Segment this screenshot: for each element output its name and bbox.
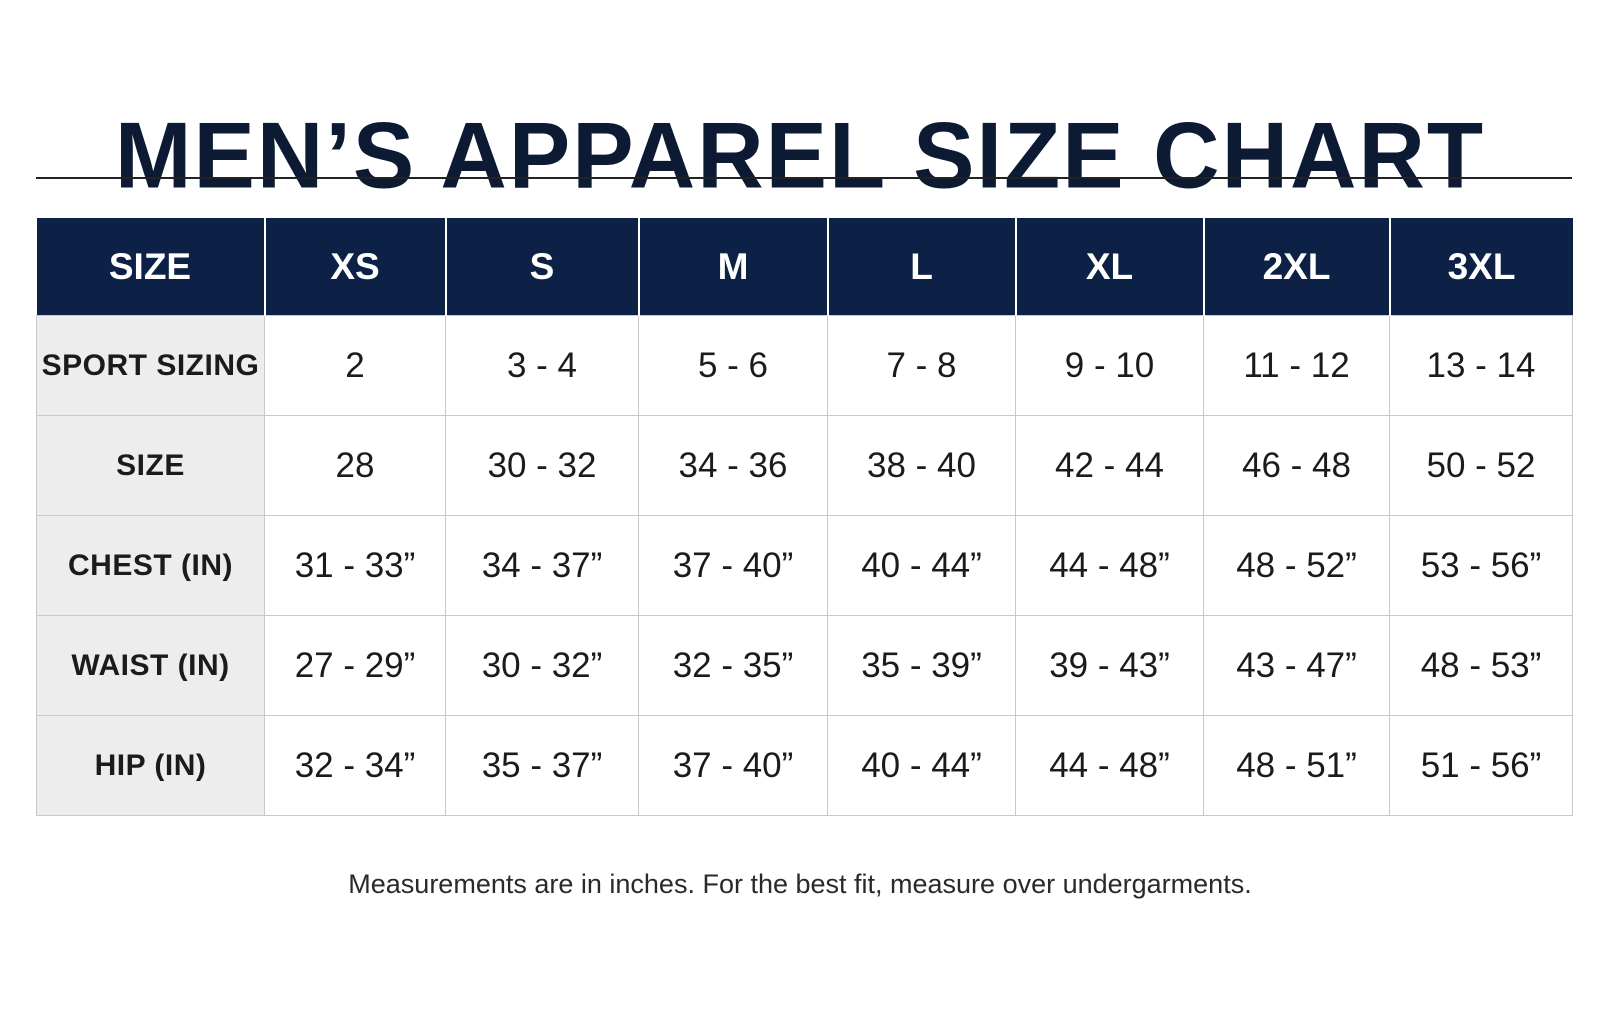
table-cell: 5 - 6 [638,315,828,416]
table-cell: 34 - 36 [638,415,828,516]
header-xs: XS [263,218,446,316]
header-size: SIZE [36,218,265,316]
header-s: S [444,218,639,316]
row-label: SPORT SIZING [36,315,265,416]
table-row-size: SIZE 28 30 - 32 34 - 36 38 - 40 42 - 44 … [36,415,1573,516]
table-cell: 35 - 37” [445,715,639,816]
row-label: HIP (IN) [36,715,265,816]
title-divider [36,177,1572,179]
table-row-sport-sizing: SPORT SIZING 2 3 - 4 5 - 6 7 - 8 9 - 10 … [36,315,1573,416]
table-cell: 37 - 40” [638,515,828,616]
table-cell: 43 - 47” [1203,615,1390,716]
table-cell: 32 - 34” [264,715,446,816]
table-cell: 30 - 32” [445,615,639,716]
header-2xl: 2XL [1202,218,1390,316]
table-cell: 31 - 33” [264,515,446,616]
table-cell: 3 - 4 [445,315,639,416]
table-cell: 30 - 32 [445,415,639,516]
size-chart-table: SIZE XS S M L XL 2XL 3XL SPORT SIZING 2 … [36,218,1573,816]
table-cell: 40 - 44” [827,715,1016,816]
table-cell: 28 [264,415,446,516]
table-row-waist: WAIST (IN) 27 - 29” 30 - 32” 32 - 35” 35… [36,615,1573,716]
table-cell: 32 - 35” [638,615,828,716]
table-cell: 9 - 10 [1015,315,1204,416]
table-cell: 46 - 48 [1203,415,1390,516]
table-cell: 13 - 14 [1389,315,1573,416]
row-label: SIZE [36,415,265,516]
table-cell: 48 - 53” [1389,615,1573,716]
table-cell: 48 - 52” [1203,515,1390,616]
table-cell: 35 - 39” [827,615,1016,716]
table-cell: 34 - 37” [445,515,639,616]
table-cell: 39 - 43” [1015,615,1204,716]
footnote: Measurements are in inches. For the best… [348,869,1252,899]
table-cell: 11 - 12 [1203,315,1390,416]
header-m: M [637,218,828,316]
table-cell: 50 - 52 [1389,415,1573,516]
table-cell: 42 - 44 [1015,415,1204,516]
table-cell: 7 - 8 [827,315,1016,416]
row-label: WAIST (IN) [36,615,265,716]
table-cell: 40 - 44” [827,515,1016,616]
table-cell: 44 - 48” [1015,515,1204,616]
table-cell: 2 [264,315,446,416]
header-3xl: 3XL [1388,218,1573,316]
table-cell: 51 - 56” [1389,715,1573,816]
page-title: MEN’S APPAREL SIZE CHART [114,103,1486,208]
table-cell: 53 - 56” [1389,515,1573,616]
table-cell: 44 - 48” [1015,715,1204,816]
table-row-hip: HIP (IN) 32 - 34” 35 - 37” 37 - 40” 40 -… [36,715,1573,816]
table-cell: 38 - 40 [827,415,1016,516]
table-cell: 37 - 40” [638,715,828,816]
row-label: CHEST (IN) [36,515,265,616]
table-header-row: SIZE XS S M L XL 2XL 3XL [36,218,1573,316]
header-l: L [826,218,1016,316]
table-cell: 48 - 51” [1203,715,1390,816]
table-cell: 27 - 29” [264,615,446,716]
table-row-chest: CHEST (IN) 31 - 33” 34 - 37” 37 - 40” 40… [36,515,1573,616]
header-xl: XL [1014,218,1204,316]
